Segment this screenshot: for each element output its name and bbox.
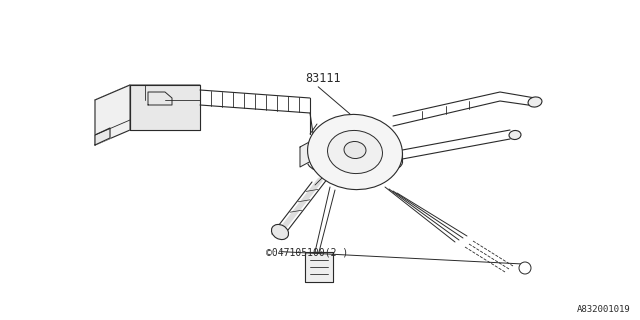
Polygon shape	[130, 85, 200, 130]
Text: A832001019: A832001019	[577, 305, 630, 314]
Text: ©047105100(2 ): ©047105100(2 )	[266, 248, 348, 258]
Circle shape	[519, 262, 531, 274]
Polygon shape	[300, 140, 313, 167]
Ellipse shape	[509, 131, 521, 140]
Polygon shape	[305, 252, 333, 282]
Text: 83111: 83111	[305, 72, 341, 85]
Ellipse shape	[344, 141, 366, 158]
Polygon shape	[95, 128, 110, 145]
Polygon shape	[95, 85, 200, 100]
Ellipse shape	[328, 131, 383, 173]
Ellipse shape	[308, 115, 403, 189]
Ellipse shape	[528, 97, 542, 107]
Polygon shape	[95, 85, 130, 145]
Ellipse shape	[271, 224, 289, 240]
